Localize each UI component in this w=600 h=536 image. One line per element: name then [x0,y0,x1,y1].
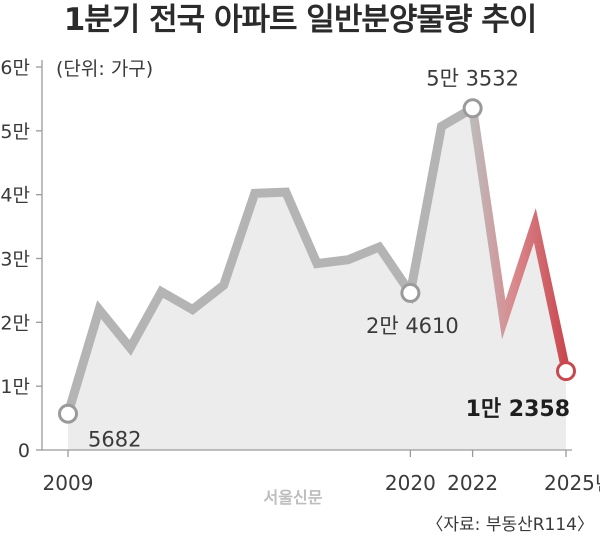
data-label-layer: 5682 2만 4610 5만 3532 1만 2358 [88,66,570,451]
y-tick-labels: 0 1만 2만 3만 4만 5만 6만 [0,57,42,462]
y-tick-label: 2만 [0,312,30,334]
brand-watermark: 서울신문 [264,488,323,507]
x-tick-label: 2022 [447,471,498,495]
y-tick-label: 3만 [0,249,30,271]
area-fill-layer [68,108,566,450]
data-point-marker [400,282,421,303]
area-fill [68,108,566,450]
data-label: 1만 2358 [466,397,570,422]
chart-title: 1분기 전국 아파트 일반분양물량 추이 [64,2,537,38]
y-tick-label: 6만 [0,57,30,79]
data-point-marker [58,403,78,424]
x-tick-label: 2025년 [544,471,600,495]
y-tick-label: 4만 [0,185,30,207]
data-label: 2만 4610 [366,314,459,338]
x-tick-label: 2009 [43,471,94,495]
marker-layer [58,98,576,424]
source-label: 〈자료: 부동산R114〉 [426,515,594,535]
unit-label: (단위: 가구) [56,58,153,80]
data-point-marker [556,361,576,382]
data-point-marker [462,98,483,119]
axis-layer [41,60,572,451]
y-tick-label: 1만 [0,376,30,398]
data-label: 5682 [88,428,141,452]
series-line-recent [468,107,571,373]
y-tick-label: 5만 [0,121,30,143]
y-tick-label: 0 [18,440,30,462]
x-tick-labels: 2009 2020 2022 2025년 [43,450,600,495]
data-label: 5만 3532 [426,66,519,90]
x-tick-label: 2020 [385,471,436,495]
